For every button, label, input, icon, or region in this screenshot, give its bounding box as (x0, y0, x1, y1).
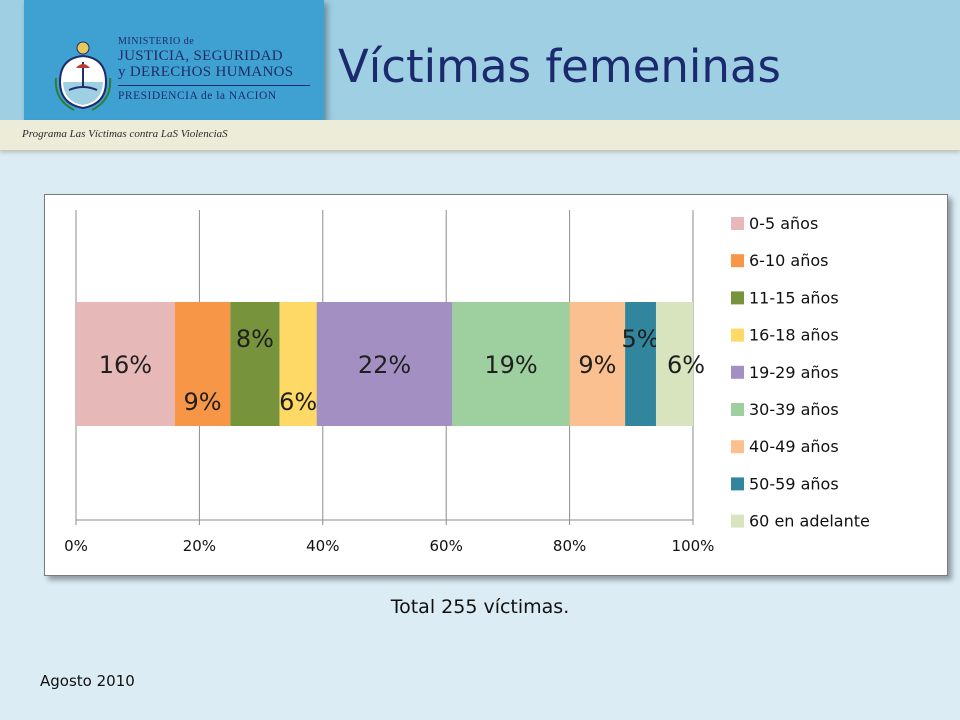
legend-swatch (731, 291, 744, 305)
data-label: 6% (279, 388, 317, 416)
ministry-name: MINISTERIO de JUSTICIA, SEGURIDAD y DERE… (118, 36, 338, 102)
program-name: Programa Las Víctimas contra LaS Violenc… (22, 128, 228, 140)
x-tick-label: 100% (672, 537, 715, 555)
legend-label: 19-29 años (749, 363, 839, 382)
bar-segment (230, 302, 280, 426)
ministry-line-4: PRESIDENCIA de la NACION (118, 90, 277, 102)
bar-segment (174, 302, 231, 426)
legend-swatch (731, 328, 744, 342)
bar-segment (625, 302, 656, 426)
legend-label: 60 en adelante (749, 512, 870, 531)
legend-label: 16-18 años (749, 326, 839, 345)
ministry-line-1: MINISTERIO de (118, 36, 195, 47)
data-label: 19% (484, 351, 537, 379)
ministry-divider (118, 85, 310, 86)
legend-label: 11-15 años (749, 288, 839, 307)
legend-swatch (731, 217, 744, 230)
legend-swatch (731, 403, 744, 416)
x-tick-label: 20% (183, 537, 216, 555)
legend-swatch (731, 365, 744, 379)
slide-date: Agosto 2010 (40, 672, 135, 690)
data-label: 5% (622, 325, 660, 353)
legend-label: 40-49 años (749, 437, 839, 456)
bar-segment (279, 302, 317, 426)
legend-label: 30-39 años (749, 400, 839, 419)
legend-label: 6-10 años (749, 251, 828, 270)
ministry-line-2: JUSTICIA, SEGURIDAD (118, 48, 283, 64)
legend-swatch (731, 514, 744, 528)
ministry-line-3: y DERECHOS HUMANOS (118, 64, 294, 80)
ministry-logo-box: MINISTERIO de JUSTICIA, SEGURIDAD y DERE… (24, 0, 324, 124)
slide-title: Víctimas femeninas (338, 40, 781, 93)
legend-swatch (731, 477, 744, 491)
total-victims: Total 255 víctimas. (390, 596, 570, 618)
x-tick-label: 60% (430, 537, 463, 555)
legend-label: 50-59 años (749, 474, 839, 493)
data-label: 8% (236, 325, 274, 353)
x-tick-label: 40% (306, 537, 339, 555)
data-label: 16% (99, 351, 152, 379)
bar-segment (655, 302, 693, 426)
national-seal-icon (54, 41, 112, 111)
chart-frame: 0% 20% 40% 60% 80% 100% 16% 9% 8% 6% 22% 19% 9% 5% 6% 0… (44, 194, 948, 576)
data-label: 6% (667, 351, 705, 379)
data-label: 9% (578, 351, 616, 379)
bar-segment (452, 302, 570, 426)
data-label: 22% (358, 351, 411, 379)
bar-segment (569, 302, 626, 426)
legend-swatch (731, 440, 744, 454)
bar-segment (76, 302, 175, 426)
legend-label: 0-5 años (749, 214, 818, 233)
program-ribbon (0, 120, 960, 151)
bar-segment (316, 302, 453, 426)
legend-swatch (731, 254, 744, 268)
data-label: 9% (183, 388, 221, 416)
x-tick-label: 80% (553, 537, 586, 555)
x-tick-label: 0% (64, 537, 88, 555)
stacked-bar-chart: 0% 20% 40% 60% 80% 100%16%9%8%6%22% 19% 9%5%6%0… (64, 210, 870, 555)
